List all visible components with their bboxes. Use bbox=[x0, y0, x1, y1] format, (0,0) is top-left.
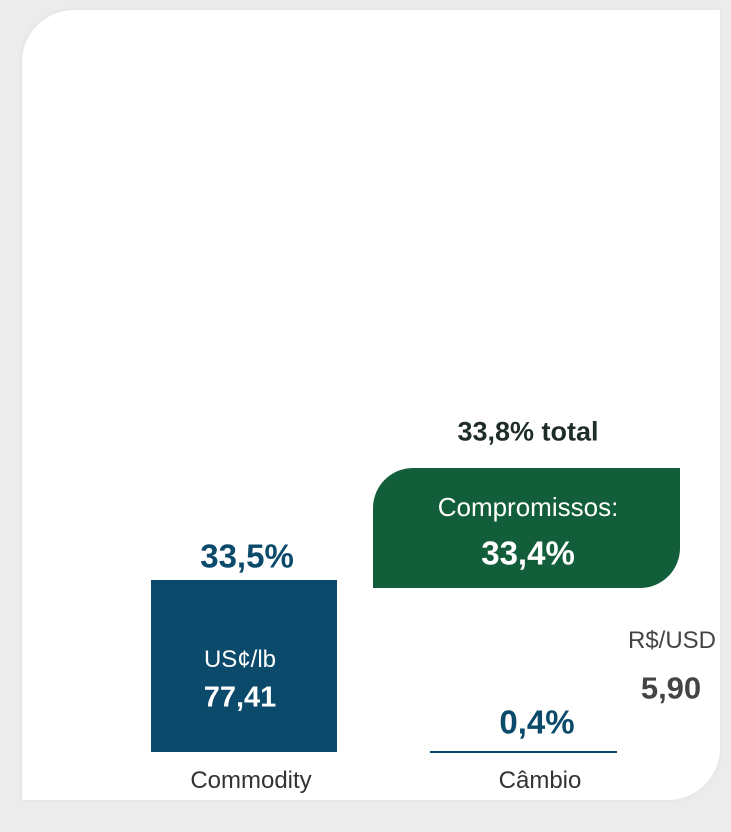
card bbox=[22, 10, 720, 800]
commodity-share: 33,5% bbox=[200, 537, 294, 575]
exchange-rate: 5,90 bbox=[640, 670, 702, 706]
commodity-unit: US¢/lb bbox=[203, 646, 277, 673]
exchange-label: Câmbio bbox=[498, 767, 582, 794]
commitments-label: Compromissos: bbox=[437, 492, 619, 522]
exchange-bar bbox=[430, 751, 617, 753]
total-label: 33,8% total bbox=[457, 416, 599, 447]
commodity-label: Commodity bbox=[190, 767, 312, 794]
commitments-box bbox=[373, 468, 680, 588]
commitments-value: 33,4% bbox=[481, 534, 575, 572]
commodity-bar bbox=[151, 580, 337, 752]
exchange-share: 0,4% bbox=[499, 703, 575, 741]
exchange-unit: R$/USD bbox=[627, 627, 717, 654]
commodity-price: 77,41 bbox=[203, 681, 277, 714]
